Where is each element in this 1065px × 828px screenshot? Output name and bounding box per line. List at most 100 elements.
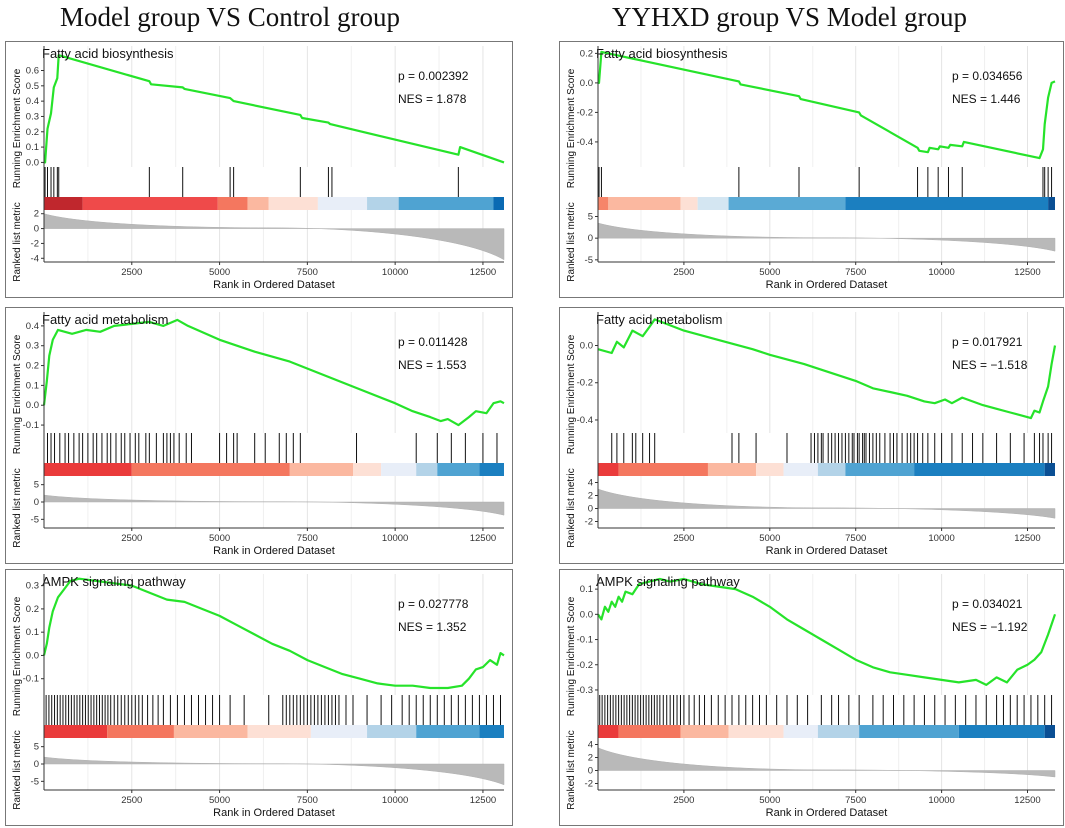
xtick-label: 5000 <box>209 533 230 544</box>
es-ytick-label: 0.0 <box>580 609 593 620</box>
xtick-label: 10000 <box>928 795 954 806</box>
es-y-axis-label: Running Enrichment Score <box>12 68 23 188</box>
xtick-label: 7500 <box>845 533 866 544</box>
es-ytick-label: 0.4 <box>26 321 39 332</box>
rank-color-segment <box>1044 463 1055 476</box>
es-ytick-label: 0.6 <box>26 66 39 77</box>
xtick-label: 7500 <box>297 795 318 806</box>
metric-ytick-label: 2 <box>34 209 39 220</box>
xtick-label: 2500 <box>121 533 142 544</box>
es-ytick-label: 0.0 <box>26 400 39 411</box>
es-ytick-label: 0.2 <box>26 361 39 372</box>
xtick-label: 2500 <box>121 267 142 278</box>
es-ytick-label: -0.1 <box>23 420 39 431</box>
rank-color-segment <box>817 463 846 476</box>
xtick-label: 7500 <box>845 795 866 806</box>
es-ytick-label: 0.3 <box>26 581 39 592</box>
xtick-label: 2500 <box>673 795 694 806</box>
rank-color-segment <box>317 197 368 210</box>
rank-color-segment <box>493 197 504 210</box>
es-ytick-label: 0.3 <box>26 111 39 122</box>
xtick-label: 10000 <box>928 533 954 544</box>
enrichment-score-line <box>597 50 1056 160</box>
es-ytick-label: -0.2 <box>577 378 593 389</box>
rank-color-segment <box>598 197 609 210</box>
enrichment-score-line <box>42 577 505 690</box>
es-ytick-label: 0.1 <box>26 380 39 391</box>
rank-color-segment <box>618 725 681 738</box>
es-ytick-label: -0.2 <box>577 660 593 671</box>
metric-ytick-label: -2 <box>585 517 593 528</box>
p-value-label: p = 0.034656 <box>952 69 1023 83</box>
es-ytick-label: 0.5 <box>26 81 39 92</box>
rank-color-segment <box>1044 725 1055 738</box>
rank-color-segment <box>783 725 818 738</box>
rank-color-segment <box>437 463 480 476</box>
metric-ytick-label: 0 <box>34 224 39 235</box>
metric-ytick-label: 0 <box>588 766 593 777</box>
rank-color-segment <box>479 725 504 738</box>
es-ytick-label: -0.1 <box>577 635 593 646</box>
rank-color-segment <box>173 725 248 738</box>
x-axis-label: Rank in Ordered Dataset <box>213 279 335 291</box>
p-value-label: p = 0.017921 <box>952 335 1023 349</box>
es-ytick-label: 0.1 <box>26 627 39 638</box>
rank-color-segment <box>367 725 417 738</box>
nes-label: NES = 1.878 <box>398 92 467 106</box>
gsea-chart-svg: AMPK signaling pathway p = 0.027778 NES = … <box>12 574 505 819</box>
ranked-metric-area <box>43 494 505 516</box>
right-column-title: YYHXD group VS Model group <box>612 2 967 32</box>
rank-color-segment <box>958 725 1045 738</box>
es-ytick-label: -0.2 <box>577 107 593 118</box>
rank-color-segment <box>728 197 846 210</box>
panel-title: Fatty acid metabolism <box>42 312 168 327</box>
rank-color-segment <box>289 463 354 476</box>
rank-color-segment <box>914 463 1045 476</box>
rank-color-segment <box>44 463 132 476</box>
es-ytick-label: 0.0 <box>26 157 39 168</box>
es-ytick-label: 0.4 <box>26 96 39 107</box>
x-axis-label: Rank in Ordered Dataset <box>766 279 888 291</box>
es-ytick-label: -0.4 <box>577 137 593 148</box>
metric-ytick-label: 0 <box>588 233 593 244</box>
gsea-panel-ampk-signaling-left: AMPK signaling pathway p = 0.027778 NES = … <box>5 569 513 826</box>
rank-color-segment <box>107 725 174 738</box>
ranked-metric-area <box>597 488 1056 519</box>
metric-y-axis-label: Ranked list metric <box>566 202 577 281</box>
es-ytick-label: -0.3 <box>577 685 593 696</box>
xtick-label: 5000 <box>209 267 230 278</box>
xtick-label: 12500 <box>1014 267 1040 278</box>
rank-color-segment <box>845 197 1049 210</box>
es-ytick-label: 0.2 <box>26 127 39 138</box>
rank-color-segment <box>247 725 311 738</box>
es-ytick-label: -0.1 <box>23 674 39 685</box>
gsea-panel-fatty-acid-biosynthesis-left: Fatty acid biosynthesis p = 0.002392 NES =… <box>5 41 513 298</box>
xtick-label: 12500 <box>470 267 496 278</box>
panel-title: AMPK signaling pathway <box>596 574 740 589</box>
metric-ytick-label: -5 <box>585 255 593 266</box>
xtick-label: 10000 <box>928 267 954 278</box>
ranked-metric-area <box>43 213 505 261</box>
es-ytick-label: 0.2 <box>26 604 39 615</box>
gsea-chart-svg: Fatty acid biosynthesis p = 0.034656 NES =… <box>566 46 1056 291</box>
metric-ytick-label: 2 <box>588 753 593 764</box>
metric-y-axis-label: Ranked list metric <box>12 730 23 809</box>
metric-ytick-label: -2 <box>31 238 39 249</box>
rank-color-segment <box>598 463 619 476</box>
rank-color-segment <box>44 725 108 738</box>
nes-label: NES = −1.192 <box>952 620 1028 634</box>
rank-color-segment <box>817 725 860 738</box>
metric-y-axis-label: Ranked list metric <box>566 468 577 547</box>
gsea-panel-fatty-acid-metabolism-right: Fatty acid metabolism p = 0.017921 NES = −… <box>559 307 1064 564</box>
enrichment-score-line <box>597 577 1057 686</box>
ranked-metric-area <box>597 747 1056 778</box>
gsea-chart-svg: Fatty acid biosynthesis p = 0.002392 NES =… <box>12 46 505 291</box>
rank-color-segment <box>247 197 269 210</box>
rank-color-segment <box>756 463 784 476</box>
es-ytick-label: 0.0 <box>26 650 39 661</box>
gsea-chart-svg: Fatty acid metabolism p = 0.011428 NES = 1… <box>12 312 505 557</box>
es-y-axis-label: Running Enrichment Score <box>12 596 23 716</box>
rank-color-segment <box>728 725 784 738</box>
panel-title: Fatty acid biosynthesis <box>42 46 174 61</box>
rank-color-segment <box>353 463 382 476</box>
